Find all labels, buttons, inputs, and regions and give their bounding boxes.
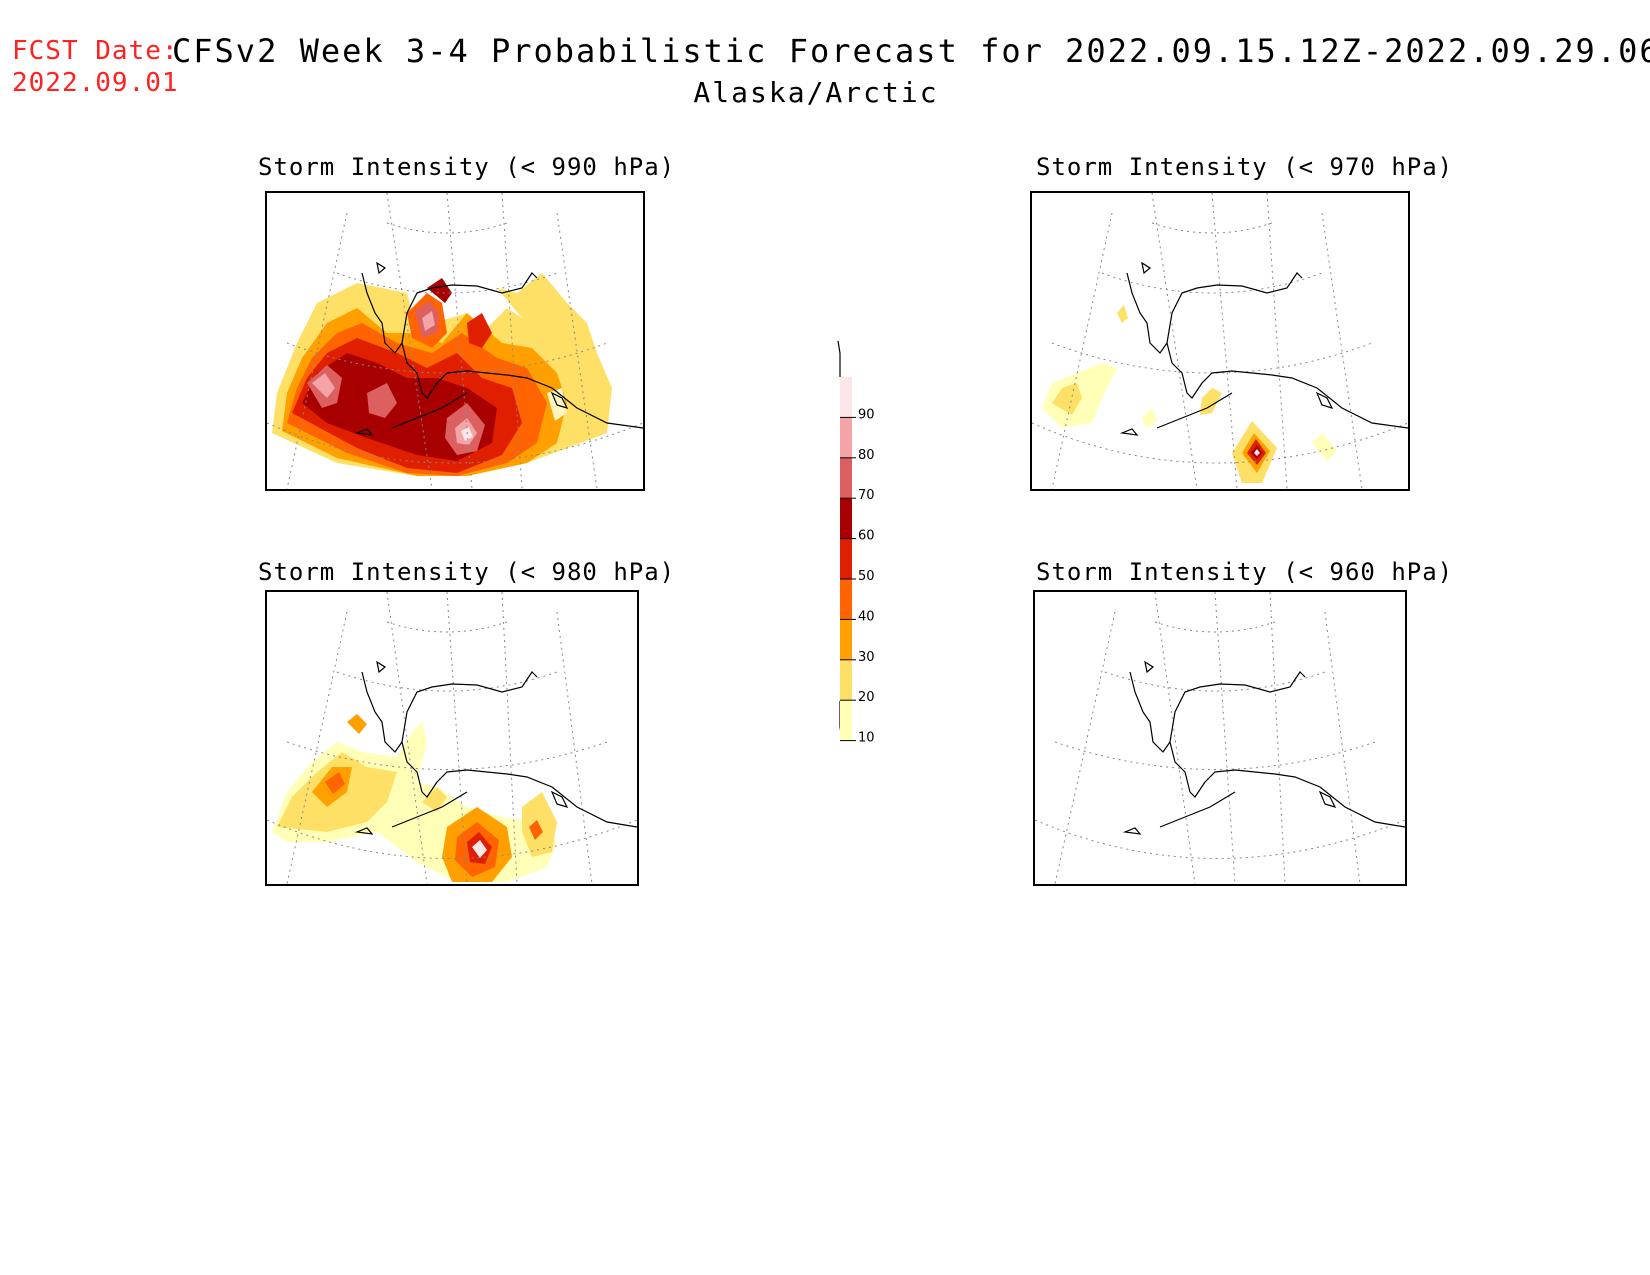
coastline-990 (354, 261, 643, 436)
fcst-date-label: FCST Date: (12, 36, 179, 66)
panel-title-970: Storm Intensity (< 970 hPa) (1036, 153, 1454, 181)
colorbar-tick-label: 80 (858, 448, 875, 463)
colorbar-swatch (840, 417, 852, 458)
colorbar-tick-label: 90 (858, 407, 875, 422)
colorbar-swatch (840, 377, 852, 418)
colorbar-swatch (840, 457, 852, 499)
map-panel-980 (265, 590, 639, 886)
map-panel-990 (265, 191, 645, 491)
colorbar-tick-label: 30 (858, 650, 875, 665)
colorbar-swatch (840, 700, 852, 741)
map-panel-960 (1033, 590, 1407, 886)
panel-title-990: Storm Intensity (< 990 hPa) (258, 153, 676, 181)
coastline-980 (354, 660, 637, 835)
colorbar-swatch (840, 579, 852, 620)
coastline-960 (1122, 660, 1405, 835)
page-title: CFSv2 Week 3-4 Probabilistic Forecast fo… (172, 32, 1650, 70)
shading-980 (272, 714, 557, 882)
colorbar-swatch (840, 538, 852, 579)
colorbar-tick-label: 50 (858, 569, 875, 584)
panel-title-980: Storm Intensity (< 980 hPa) (258, 558, 676, 586)
colorbar-swatch (840, 498, 852, 539)
shading-990 (272, 273, 612, 476)
colorbar-top-cap (837, 340, 841, 377)
colorbar-swatch (840, 659, 852, 701)
graticule-990 (267, 193, 643, 489)
colorbar-swatch (840, 619, 852, 660)
colorbar-tick-label: 60 (858, 529, 875, 544)
graticule-980 (267, 592, 637, 884)
graticule-960 (1035, 592, 1405, 884)
colorbar-tick-label: 10 (858, 731, 875, 745)
shading-970 (1042, 305, 1337, 483)
colorbar: 90 80 70 60 50 40 30 20 10 (820, 335, 880, 749)
colorbar-tick-label: 40 (858, 609, 875, 624)
colorbar-tick-label: 70 (858, 488, 875, 503)
region-subtitle: Alaska/Arctic (693, 76, 939, 109)
graticule-970 (1032, 193, 1408, 489)
coastline-970 (1119, 261, 1408, 436)
panel-title-960: Storm Intensity (< 960 hPa) (1036, 558, 1454, 586)
fcst-date-value: 2022.09.01 (12, 68, 179, 98)
map-panel-970 (1030, 191, 1410, 491)
colorbar-tick-label: 20 (858, 690, 875, 705)
